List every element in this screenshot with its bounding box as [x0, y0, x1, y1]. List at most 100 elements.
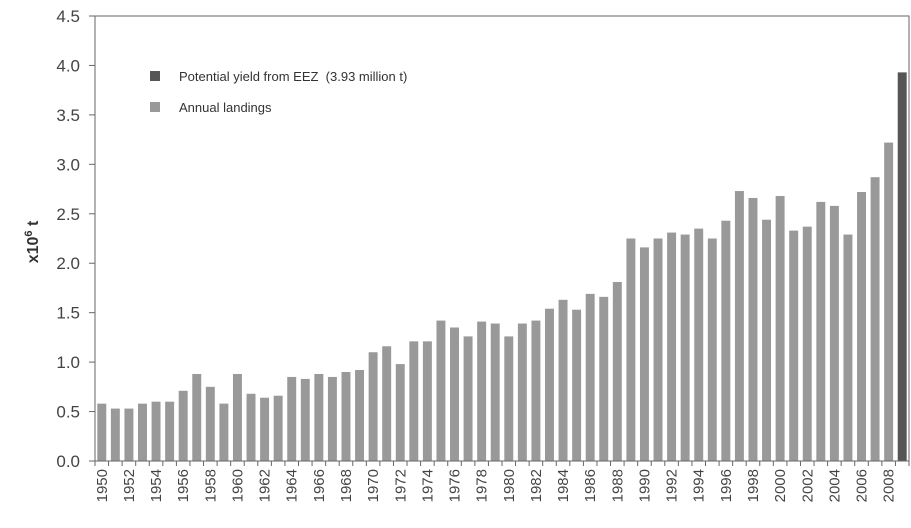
landings-bar-1952 — [124, 408, 134, 461]
y-axis-label-main: x10 — [25, 237, 42, 264]
y-tick-label: 3.5 — [56, 106, 80, 125]
landings-bar-2006 — [857, 192, 866, 461]
landings-bar-1961 — [246, 393, 256, 461]
x-tick-label: 1970 — [365, 469, 382, 502]
landings-bar-1989 — [626, 238, 636, 461]
landings-bar-1950 — [97, 403, 107, 461]
y-tick-label: 2.0 — [56, 254, 80, 273]
landings-bar-2002 — [802, 226, 812, 461]
x-tick-label: 1958 — [202, 469, 219, 502]
landings-bar-1957 — [192, 373, 202, 461]
landings-bar-2003 — [816, 201, 826, 461]
x-tick-label: 1994 — [691, 469, 708, 502]
landings-bar-1997 — [734, 191, 744, 461]
x-tick-label: 1992 — [664, 469, 681, 502]
landings-bar-2008 — [884, 142, 894, 461]
x-tick-label: 1980 — [501, 469, 518, 502]
legend-swatch-potential-yield — [150, 71, 160, 81]
legend: Potential yield from EEZ (3.93 million t… — [150, 69, 407, 115]
landings-bar-1967 — [327, 376, 337, 461]
landings-bar-1955 — [165, 401, 175, 461]
landings-bar-1999 — [762, 219, 772, 461]
landings-bar-1962 — [260, 397, 270, 461]
potential-yield-bar-2009 — [897, 72, 907, 462]
x-tick-label: 1974 — [419, 469, 436, 502]
landings-bar-1984 — [558, 299, 568, 461]
legend-label-annual-landings: Annual landings — [179, 100, 272, 115]
landings-bar-1968 — [341, 372, 351, 461]
landings-bar-1976 — [450, 327, 459, 461]
y-axis-label: x106 t — [23, 220, 42, 263]
x-axis: 1950 1952 1954 1956 1958 1960 1962 1964 1966 1968… — [94, 461, 910, 502]
landings-bar-1998 — [748, 197, 758, 461]
landings-bar-1992 — [667, 232, 677, 461]
x-tick-label: 1950 — [94, 469, 111, 502]
x-tick-label: 2004 — [826, 469, 843, 502]
x-tick-label: 1978 — [474, 469, 491, 502]
landings-bar-2005 — [843, 234, 853, 461]
landings-bar-1972 — [395, 364, 405, 461]
landings-bar-1980 — [504, 336, 514, 461]
y-tick-label: 0.5 — [56, 403, 80, 422]
bars-group — [97, 72, 907, 462]
landings-bar-1964 — [287, 376, 297, 461]
landings-bar-1966 — [314, 373, 324, 461]
landings-bar-1991 — [653, 238, 663, 461]
landings-bar-1953 — [138, 403, 147, 461]
landings-bar-1979 — [490, 323, 500, 461]
landings-bar-1986 — [585, 293, 595, 461]
landings-bar-1982 — [531, 320, 541, 461]
legend-swatch-annual-landings — [150, 102, 160, 112]
x-tick-label: 1986 — [582, 469, 599, 502]
landings-bar-2000 — [775, 195, 785, 462]
landings-bar-1996 — [721, 220, 731, 461]
x-tick-label: 1984 — [555, 469, 572, 502]
y-tick-label: 3.0 — [56, 155, 80, 174]
x-tick-label: 1964 — [284, 469, 301, 502]
landings-bar-1969 — [355, 370, 365, 461]
x-tick-label: 1956 — [175, 469, 192, 502]
landings-bar-1960 — [232, 373, 242, 461]
x-tick-label: 1952 — [121, 469, 138, 502]
landings-bar-1958 — [205, 386, 215, 461]
landings-bar-1963 — [273, 395, 283, 461]
landings-bar-1977 — [463, 336, 473, 461]
x-tick-label: 2000 — [772, 469, 789, 502]
x-tick-label: 2006 — [854, 469, 871, 502]
y-tick-label: 1.0 — [56, 353, 80, 372]
landings-bar-1993 — [680, 234, 690, 461]
landings-bar-2007 — [870, 177, 880, 461]
legend-label-potential-yield: Potential yield from EEZ (3.93 million t… — [179, 69, 407, 84]
x-tick-label: 2008 — [881, 469, 898, 502]
landings-bar-1971 — [382, 346, 392, 461]
landings-bar-1973 — [409, 341, 419, 461]
x-tick-label: 1990 — [636, 469, 653, 502]
x-tick-label: 1982 — [528, 469, 545, 502]
y-tick-label: 0.0 — [56, 452, 80, 471]
landings-bar-1970 — [368, 352, 378, 461]
x-tick-label: 1960 — [229, 469, 246, 502]
landings-bar-1988 — [612, 282, 622, 461]
y-axis: 0.0 0.5 1.0 1.5 2.0 2.5 3.0 3.5 4.0 4.5 — [56, 7, 95, 471]
y-tick-label: 2.5 — [56, 205, 80, 224]
landings-bar-1965 — [300, 378, 310, 461]
x-tick-label: 1976 — [447, 469, 464, 502]
landings-bar-1995 — [707, 238, 717, 461]
landings-bar-1959 — [219, 403, 229, 461]
x-tick-label: 1996 — [718, 469, 735, 502]
y-tick-label: 4.0 — [56, 56, 80, 75]
y-axis-label-sup: 6 — [23, 230, 35, 236]
x-tick-label: 2002 — [799, 469, 816, 502]
landings-bar-1990 — [639, 247, 649, 461]
landings-bar-1983 — [545, 308, 554, 461]
landings-bar-1954 — [151, 401, 161, 461]
y-tick-label: 4.5 — [56, 7, 80, 26]
x-tick-label: 1998 — [745, 469, 762, 502]
landings-bar-1975 — [436, 320, 446, 461]
x-tick-label: 1968 — [338, 469, 355, 502]
x-tick-label: 1962 — [257, 469, 274, 502]
landings-bar-1985 — [572, 309, 582, 461]
landings-bar-1956 — [178, 390, 188, 461]
x-tick-label: 1954 — [148, 469, 165, 502]
